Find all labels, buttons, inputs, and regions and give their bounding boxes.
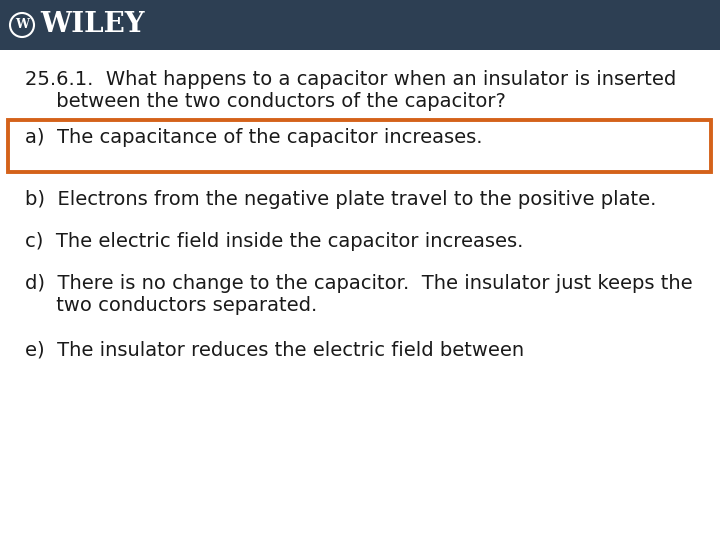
- Text: WILEY: WILEY: [40, 11, 145, 38]
- Text: b)  Electrons from the negative plate travel to the positive plate.: b) Electrons from the negative plate tra…: [25, 190, 657, 209]
- Text: a)  The capacitance of the capacitor increases.: a) The capacitance of the capacitor incr…: [25, 128, 482, 147]
- Bar: [8, 120, 711, 172]
- Text: c)  The electric field inside the capacitor increases.: c) The electric field inside the capacit…: [25, 232, 523, 251]
- Text: 25.6.1.  What happens to a capacitor when an insulator is inserted: 25.6.1. What happens to a capacitor when…: [25, 70, 676, 89]
- Text: e)  The insulator reduces the electric field between: e) The insulator reduces the electric fi…: [25, 340, 524, 359]
- Text: between the two conductors of the capacitor?: between the two conductors of the capaci…: [25, 92, 506, 111]
- Text: W: W: [15, 18, 29, 31]
- Bar: [0, 0, 720, 50]
- Text: d)  There is no change to the capacitor.  The insulator just keeps the: d) There is no change to the capacitor. …: [25, 274, 693, 293]
- Text: two conductors separated.: two conductors separated.: [25, 296, 318, 315]
